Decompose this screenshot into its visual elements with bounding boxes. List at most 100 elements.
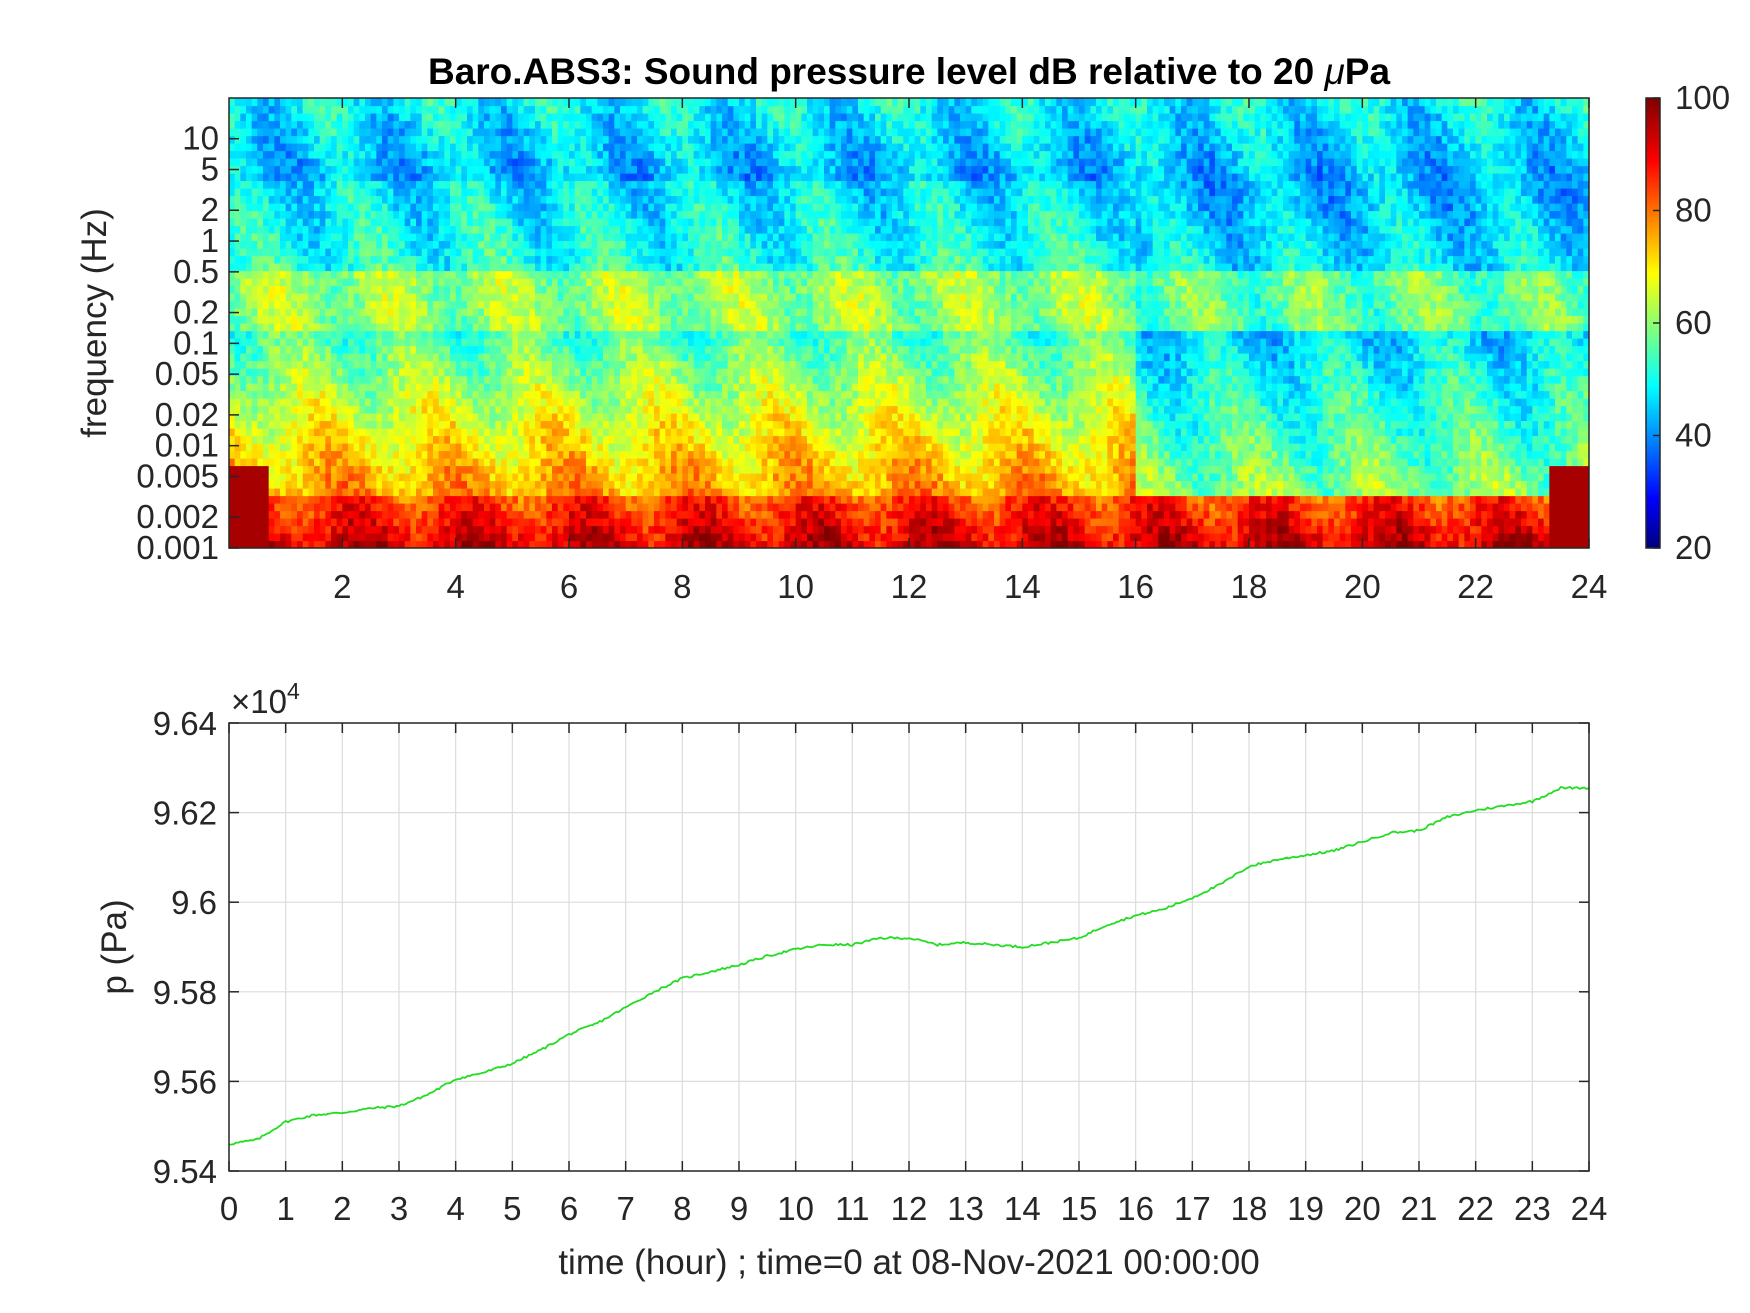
spectrogram-cell bbox=[1356, 510, 1363, 519]
spectrogram-cell bbox=[1113, 458, 1120, 467]
spectrogram-cell bbox=[603, 443, 610, 452]
spectrogram-cell bbox=[1470, 398, 1477, 407]
spectrogram-cell bbox=[960, 533, 967, 542]
spectrogram-cell bbox=[1243, 488, 1250, 497]
spectrogram-cell bbox=[1305, 533, 1312, 542]
spectrogram-cell bbox=[880, 525, 887, 534]
spectrogram-cell bbox=[1356, 465, 1363, 474]
spectrogram-cell bbox=[336, 465, 343, 474]
spectrogram-cell bbox=[1351, 533, 1358, 542]
spectrogram-cell bbox=[1254, 435, 1261, 444]
spectrogram-cell bbox=[1526, 480, 1533, 489]
spectrogram-cell bbox=[1288, 405, 1295, 414]
spectrogram-cell bbox=[246, 435, 253, 444]
spectrogram-cell bbox=[1322, 435, 1329, 444]
spectrogram-cell bbox=[387, 458, 394, 467]
spectrogram-cell bbox=[761, 435, 768, 444]
spectrogram-cell bbox=[1436, 465, 1443, 474]
spectrogram-cell bbox=[1515, 443, 1522, 452]
spectrogram-cell bbox=[1118, 398, 1125, 407]
spectrogram-cell bbox=[665, 495, 672, 504]
spectrogram-cell bbox=[1583, 518, 1589, 527]
spectrogram-cell bbox=[1566, 495, 1573, 504]
spectrogram-cell bbox=[897, 435, 904, 444]
spectrogram-cell bbox=[297, 458, 304, 467]
spectrogram-cell bbox=[1005, 473, 1012, 482]
spectrogram-cell bbox=[863, 533, 870, 542]
spectrogram-cell bbox=[937, 435, 944, 444]
spectrogram-cell bbox=[274, 443, 281, 452]
spectrogram-cell bbox=[1572, 488, 1579, 497]
spectrogram-cell bbox=[880, 533, 887, 542]
spectrogram-cell bbox=[444, 405, 451, 414]
spectrogram-cell bbox=[1322, 450, 1329, 459]
spectrogram-cell bbox=[421, 473, 428, 482]
spectrogram-cell bbox=[824, 510, 831, 519]
spectrogram-cell bbox=[716, 533, 723, 542]
spectrogram-cell bbox=[495, 450, 502, 459]
spectrogram-cell bbox=[631, 488, 638, 497]
spectrogram-cell bbox=[625, 465, 632, 474]
spectrogram-cell bbox=[1022, 495, 1029, 504]
spectrogram-cell bbox=[1407, 405, 1414, 414]
spectrogram-cell bbox=[744, 465, 751, 474]
spectrogram-cell bbox=[563, 518, 570, 527]
spectrogram-cell bbox=[348, 495, 355, 504]
spectrogram-cell bbox=[1521, 435, 1528, 444]
spectrogram-cell bbox=[818, 525, 825, 534]
spectrogram-cell bbox=[1266, 473, 1273, 482]
spectrogram-cell bbox=[1470, 450, 1477, 459]
spectrogram-cell bbox=[399, 488, 406, 497]
spectrogram-cell bbox=[1470, 465, 1477, 474]
spectrogram-cell bbox=[359, 540, 366, 548]
spectrogram-cell bbox=[1288, 443, 1295, 452]
spectrogram-cell bbox=[1147, 488, 1154, 497]
spectrogram-cell bbox=[971, 503, 978, 512]
spectrogram-cell bbox=[1492, 413, 1499, 422]
spectrogram-cell bbox=[688, 540, 695, 548]
spectrogram-cell bbox=[1164, 518, 1171, 527]
spectrogram-cell bbox=[914, 510, 921, 519]
spectrogram-cell bbox=[625, 488, 632, 497]
spectrogram-cell bbox=[1447, 495, 1454, 504]
spectrogram-cell bbox=[427, 443, 434, 452]
spectrogram-cell bbox=[1022, 480, 1029, 489]
spectrogram-cell bbox=[342, 480, 349, 489]
spectrogram-cell bbox=[1487, 495, 1494, 504]
spectrogram-cell bbox=[1515, 540, 1522, 548]
spectrogram-cell bbox=[722, 443, 729, 452]
spectrogram-cell bbox=[1135, 480, 1142, 489]
spectrogram-cell bbox=[1130, 405, 1137, 414]
spectrogram-cell bbox=[1033, 488, 1040, 497]
spectrogram-cell bbox=[846, 428, 853, 437]
spectrogram-cell bbox=[705, 428, 712, 437]
spectrogram-cell bbox=[444, 398, 451, 407]
spectrogram-cell bbox=[302, 518, 309, 527]
spectrogram-cell bbox=[427, 390, 434, 399]
spectrogram-cell bbox=[886, 413, 893, 422]
spectrogram-cell bbox=[591, 443, 598, 452]
spectrogram-cell bbox=[1203, 503, 1210, 512]
spectrogram-cell bbox=[648, 533, 655, 542]
spectrogram-cell bbox=[852, 525, 859, 534]
spectrogram-cell bbox=[535, 413, 542, 422]
spectrogram-cell bbox=[920, 465, 927, 474]
spectrogram-cell bbox=[1549, 503, 1556, 512]
spectrogram-cell bbox=[948, 540, 955, 548]
spectrogram-cell bbox=[1390, 495, 1397, 504]
spectrogram-cell bbox=[716, 510, 723, 519]
spectrogram-cell bbox=[234, 413, 241, 422]
spectrogram-cell bbox=[756, 518, 763, 527]
spectrogram-cell bbox=[829, 540, 836, 548]
spectrogram-cell bbox=[251, 465, 258, 474]
spectrogram-cell bbox=[376, 495, 383, 504]
spectrogram-cell bbox=[325, 413, 332, 422]
spectrogram-cell bbox=[920, 473, 927, 482]
spectrogram-cell bbox=[1345, 540, 1352, 548]
spectrogram-cell bbox=[1135, 540, 1142, 548]
spectrogram-cell bbox=[280, 518, 287, 527]
spectrogram-cell bbox=[1107, 405, 1114, 414]
spectrogram-cell bbox=[1515, 518, 1522, 527]
spectrogram-cell bbox=[875, 398, 882, 407]
spectrogram-cell bbox=[1492, 473, 1499, 482]
